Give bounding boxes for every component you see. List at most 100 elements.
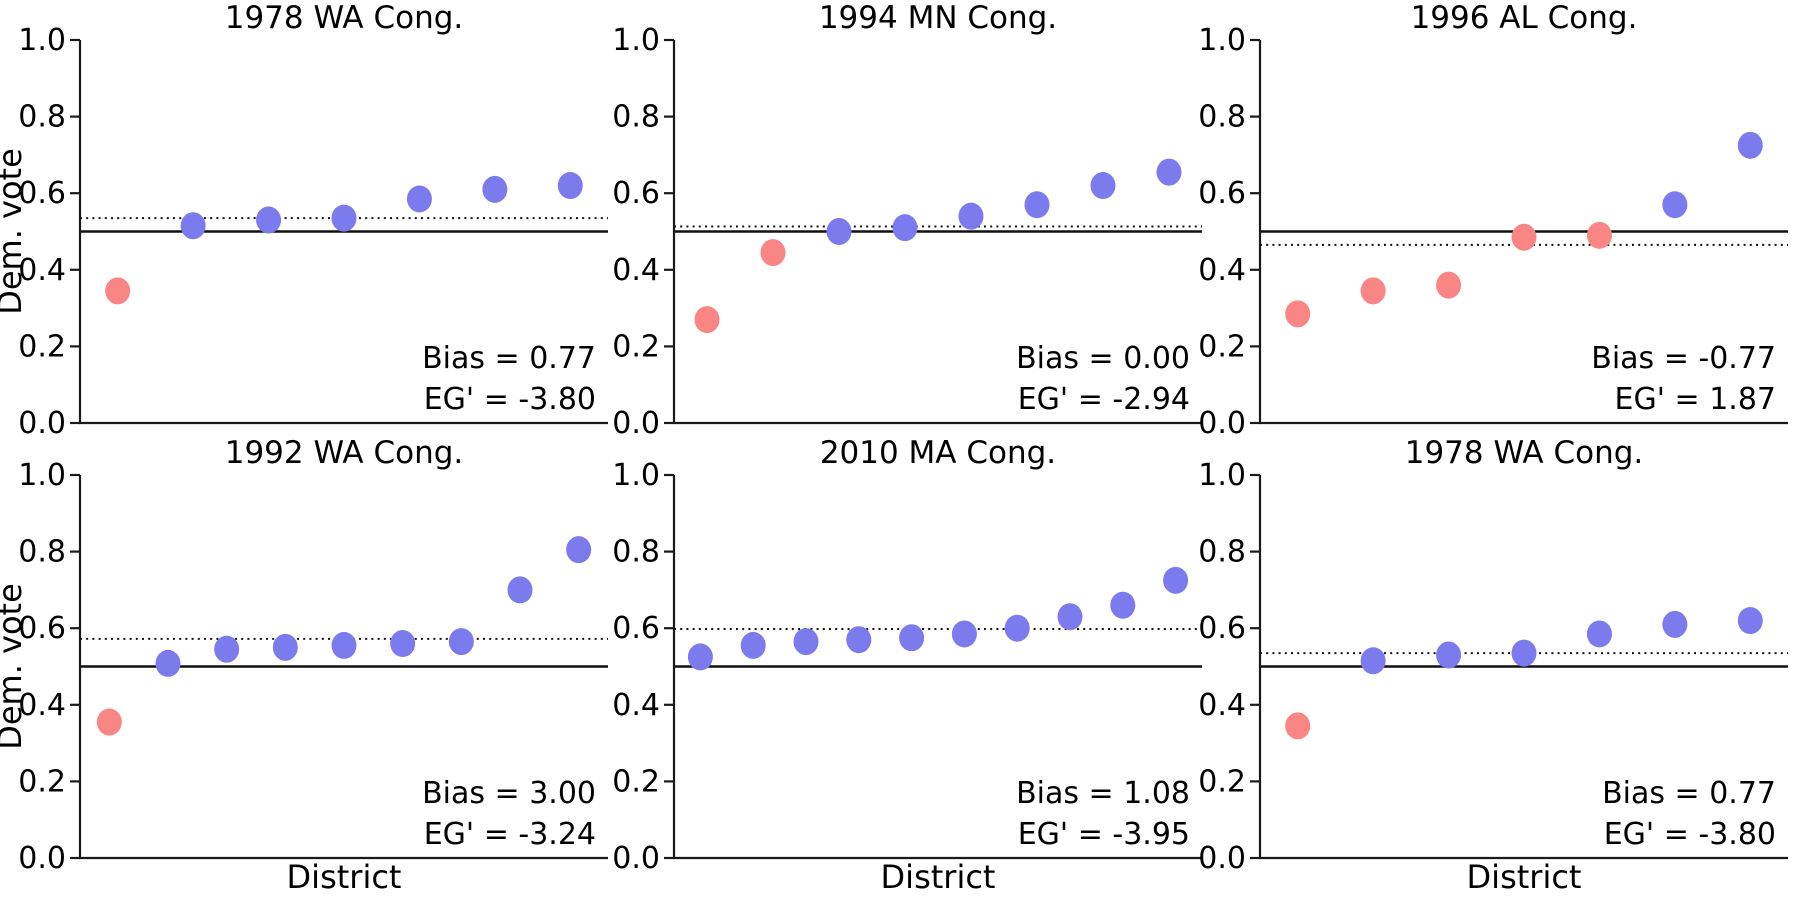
district-dot-dem [1163, 566, 1189, 594]
y-tick-label: 1.0 [1198, 458, 1246, 493]
efficiency-gap-annotation: EG' = -3.80 [1604, 817, 1776, 852]
district-dot-dem [256, 206, 282, 234]
y-tick-label: 0.8 [18, 100, 66, 135]
district-dot-rep [1436, 271, 1462, 299]
district-dot-dem [687, 643, 713, 671]
district-dot-rep [1586, 221, 1612, 249]
subplot-1992-wa-cong-: 1992 WA Cong. 0.0 0.2 0.4 0.6 0.8 1.0 Bias = 3.… [0, 435, 608, 896]
y-axis-label: Dem. vote [0, 148, 29, 315]
district-dot-dem [1737, 131, 1763, 159]
district-dot-rep [1511, 223, 1537, 251]
district-dot-dem [390, 630, 416, 658]
subplot-1978-wa-cong-: 1978 WA Cong. 0.0 0.2 0.4 0.6 0.8 1.0 Bias = 0.… [0, 0, 608, 441]
y-tick-label: 0.2 [612, 764, 660, 799]
district-dot-rep [96, 708, 122, 736]
y-tick-label: 0.6 [612, 611, 660, 646]
district-dot-rep [105, 277, 131, 305]
y-tick-label: 0.2 [1198, 764, 1246, 799]
x-axis-label: District [881, 858, 996, 896]
y-tick-label: 0.2 [18, 329, 66, 364]
district-dot-dem [740, 631, 766, 659]
district-dot-dem [557, 172, 583, 200]
district-dot-rep [1285, 300, 1311, 328]
subplot-title: 1996 AL Cong. [1411, 0, 1638, 36]
district-dot-dem [482, 175, 508, 203]
subplot-title: 1994 MN Cong. [819, 0, 1057, 36]
y-tick-label: 0.0 [1198, 841, 1246, 876]
district-dot-dem [272, 633, 298, 661]
y-tick-label: 0.6 [18, 611, 66, 646]
district-dot-dem [214, 635, 240, 663]
bias-annotation: Bias = 0.00 [1016, 341, 1190, 376]
district-dot-dem [1024, 191, 1050, 219]
district-dot-dem [1004, 614, 1030, 642]
district-dot-dem [1436, 641, 1462, 669]
y-tick-label: 0.4 [1198, 688, 1246, 723]
subplot-title: 1992 WA Cong. [225, 435, 464, 471]
district-dot-dem [1511, 639, 1537, 667]
y-tick-label: 0.8 [1198, 535, 1246, 570]
y-tick-label: 1.0 [612, 458, 660, 493]
bias-annotation: Bias = 1.08 [1016, 776, 1190, 811]
efficiency-gap-annotation: EG' = -3.80 [424, 382, 596, 417]
district-dot-dem [892, 214, 918, 242]
y-tick-label: 1.0 [18, 458, 66, 493]
bias-annotation: Bias = 0.77 [1602, 776, 1776, 811]
y-tick-label: 0.0 [18, 406, 66, 441]
district-dot-rep [694, 306, 720, 334]
district-dot-dem [1090, 172, 1116, 200]
y-tick-label: 0.8 [18, 535, 66, 570]
efficiency-gap-annotation: EG' = -2.94 [1018, 382, 1190, 417]
district-dot-dem [155, 649, 181, 677]
efficiency-gap-annotation: EG' = -3.95 [1018, 817, 1190, 852]
bias-annotation: Bias = 0.77 [422, 341, 596, 376]
y-tick-label: 0.2 [18, 764, 66, 799]
district-dot-rep [760, 239, 786, 267]
subplot-1996-al-cong-: 1996 AL Cong. 0.0 0.2 0.4 0.6 0.8 1.0 Bias = -0… [1198, 0, 1788, 441]
y-tick-label: 1.0 [612, 23, 660, 58]
subplot-1978-wa-cong-: 1978 WA Cong. 0.0 0.2 0.4 0.6 0.8 1.0 Bias = 0.… [1198, 435, 1788, 896]
district-dot-rep [1360, 277, 1386, 305]
y-tick-label: 0.6 [1198, 611, 1246, 646]
district-dot-dem [1360, 647, 1386, 675]
y-tick-label: 0.8 [612, 535, 660, 570]
y-tick-label: 0.4 [612, 688, 660, 723]
y-tick-label: 0.0 [1198, 406, 1246, 441]
y-axis-label: Dem. vote [0, 583, 29, 750]
y-tick-label: 0.6 [18, 176, 66, 211]
y-tick-label: 0.4 [612, 253, 660, 288]
district-dot-dem [958, 202, 984, 230]
y-tick-label: 0.6 [1198, 176, 1246, 211]
district-dot-dem [826, 218, 852, 245]
district-dot-dem [448, 628, 474, 656]
y-tick-label: 0.0 [612, 841, 660, 876]
y-tick-label: 0.8 [612, 100, 660, 135]
district-dot-dem [899, 624, 925, 652]
efficiency-gap-annotation: EG' = 1.87 [1615, 382, 1776, 417]
district-dot-dem [180, 212, 206, 240]
district-dot-dem [331, 631, 357, 659]
district-dot-dem [1586, 620, 1612, 648]
district-dot-dem [331, 204, 357, 232]
district-dot-dem [507, 576, 533, 604]
district-dot-dem [1057, 603, 1083, 631]
subplot-title: 1978 WA Cong. [225, 0, 464, 36]
y-tick-label: 0.2 [1198, 329, 1246, 364]
district-dot-dem [1662, 191, 1688, 219]
bias-annotation: Bias = -0.77 [1591, 341, 1776, 376]
district-dot-dem [846, 626, 872, 654]
district-dot-dem [793, 628, 819, 656]
subplot-2010-ma-cong-: 2010 MA Cong. 0.0 0.2 0.4 0.6 0.8 1.0 Bias = 1.… [612, 435, 1202, 896]
district-dot-dem [406, 185, 432, 213]
district-dot-dem [1110, 591, 1136, 619]
subplot-1994-mn-cong-: 1994 MN Cong. 0.0 0.2 0.4 0.6 0.8 1.0 Bias = 0.… [612, 0, 1202, 441]
district-dot-dem [951, 620, 977, 648]
y-tick-label: 0.0 [612, 406, 660, 441]
subplot-title: 2010 MA Cong. [820, 435, 1056, 471]
district-dot-dem [566, 536, 592, 564]
district-dot-rep [1285, 712, 1311, 740]
y-tick-label: 0.8 [1198, 100, 1246, 135]
x-axis-label: District [287, 858, 402, 896]
